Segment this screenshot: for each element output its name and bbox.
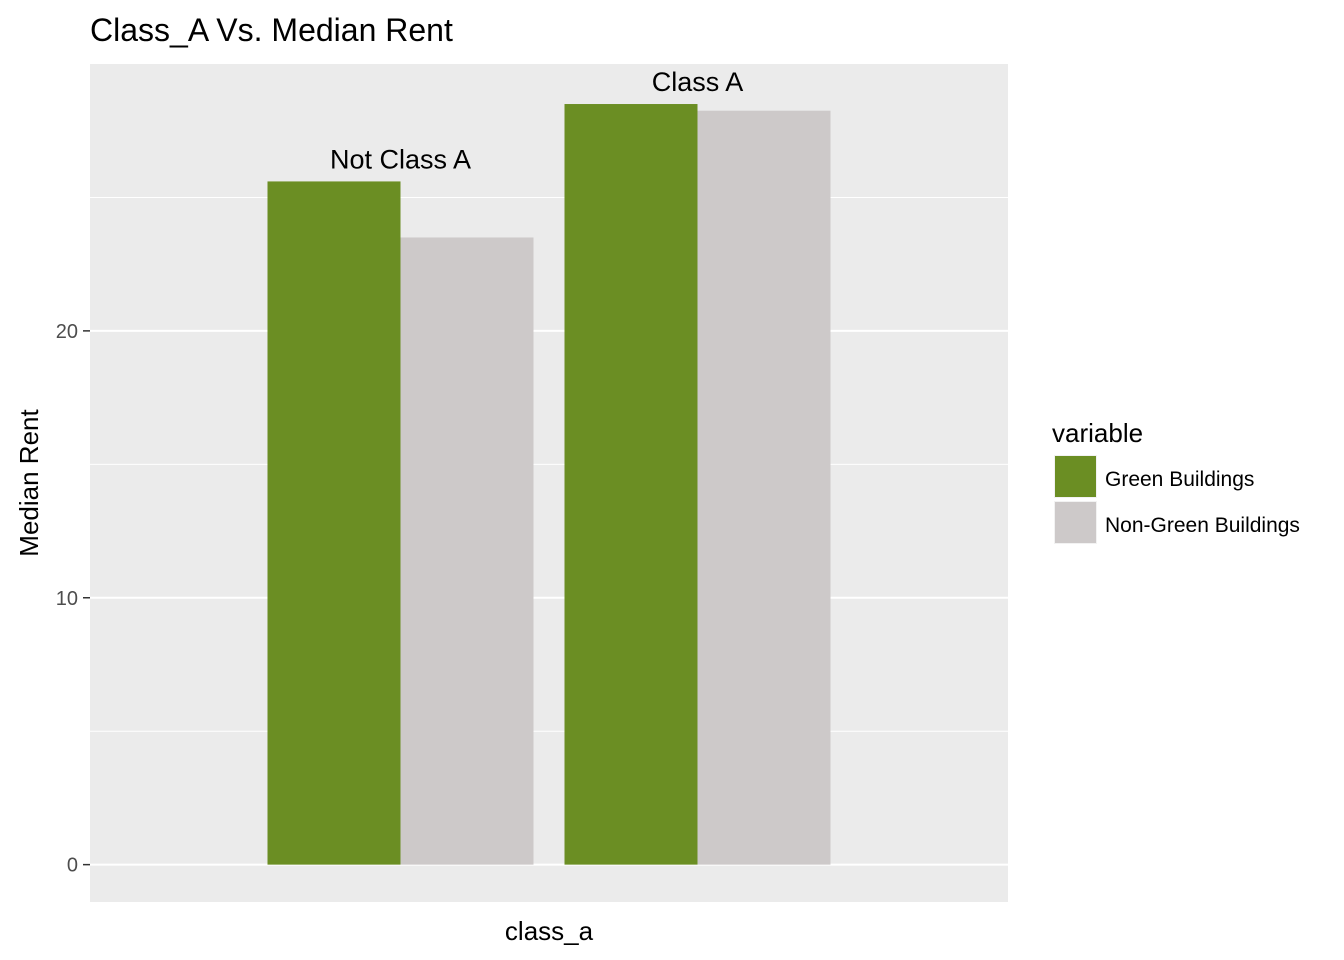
- legend-items: Green Buildings Non-Green Buildings: [1054, 455, 1300, 544]
- bars: [267, 104, 831, 865]
- bar-class-a-green-buildings: [564, 104, 698, 865]
- x-axis-title: class_a: [505, 916, 594, 946]
- y-axis: 0 10 20: [56, 321, 90, 877]
- bar-group-label: Class A: [652, 67, 744, 97]
- legend-label: Non-Green Buildings: [1105, 514, 1300, 537]
- chart-title: Class_A Vs. Median Rent: [90, 12, 453, 48]
- bar-not-class-a-non-green-buildings: [400, 237, 534, 865]
- plot-panel: [90, 64, 1008, 902]
- minor-gridlines: [90, 196, 1008, 732]
- bar-not-class-a-green-buildings: [267, 181, 401, 865]
- major-gridlines: [90, 329, 1008, 866]
- y-tick-label: 20: [56, 321, 78, 343]
- bar-class-a-non-green-buildings: [697, 110, 831, 865]
- y-axis-title: Median Rent: [14, 409, 44, 557]
- legend-label: Green Buildings: [1105, 468, 1254, 491]
- y-tick-label: 10: [56, 588, 78, 610]
- bar-labels: Not Class A Class A: [330, 67, 743, 174]
- legend-swatch: [1055, 456, 1096, 497]
- y-tick-label: 0: [67, 855, 78, 877]
- bar-group-label: Not Class A: [330, 144, 471, 174]
- legend-swatch: [1055, 502, 1096, 543]
- legend-title: variable: [1052, 418, 1143, 448]
- legend: variable Green Buildings Non-Green Buildi…: [1052, 418, 1300, 544]
